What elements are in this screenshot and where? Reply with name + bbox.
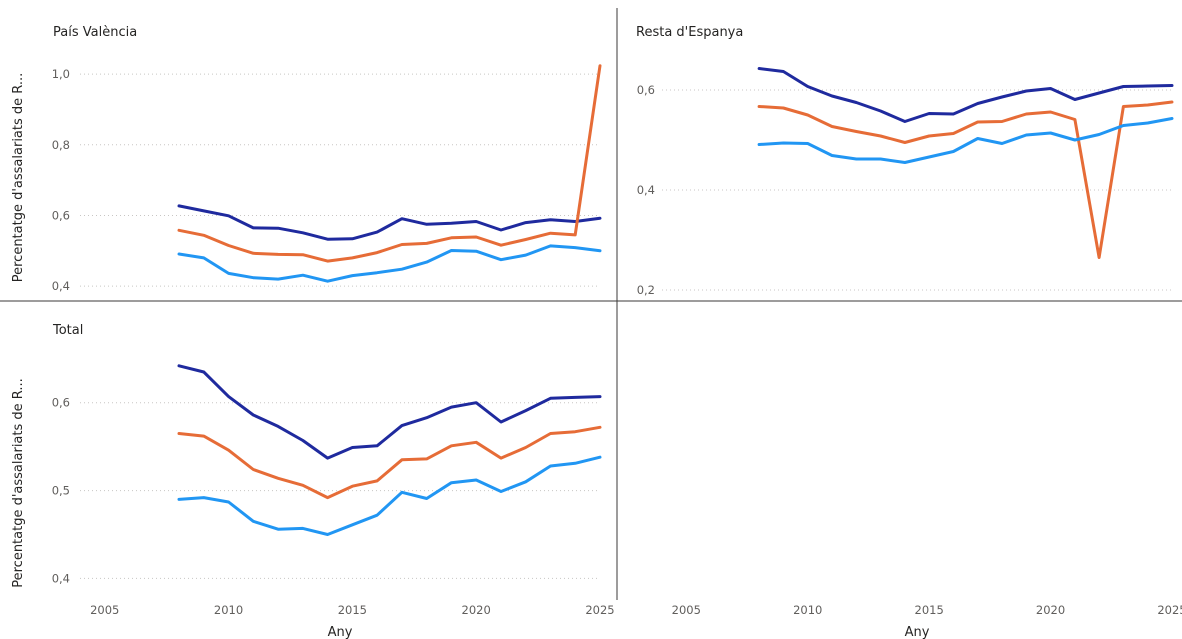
y-tick-label: 0,6 — [52, 208, 70, 222]
chart-panel-2: Resta d'Espanya 0,2 0,4 0,6 2005 2010 2015 2020… — [636, 25, 1182, 639]
x-tick-label: 2010 — [793, 603, 822, 617]
y-tick-label: 0,6 — [637, 83, 655, 97]
series-line-2[interactable] — [177, 64, 602, 263]
series-line-2[interactable] — [177, 425, 602, 500]
y-axis-title: Percentatge d'assalariats de R... — [11, 73, 26, 283]
y-tick-label: 0,4 — [637, 183, 655, 197]
x-tick-label: 2015 — [915, 603, 944, 617]
x-tick-label: 2005 — [672, 603, 701, 617]
x-tick-label: 2010 — [214, 603, 243, 617]
y-tick-label: 0,2 — [637, 283, 655, 297]
x-axis-title: Any — [905, 625, 930, 639]
series-line-3[interactable] — [757, 117, 1174, 164]
x-tick-label: 2025 — [1157, 603, 1182, 617]
chart-panel-3: Total 0,4 0,5 0,6 Percentatge d'assalariats … — [11, 323, 615, 639]
x-axis-title: Any — [328, 625, 353, 639]
series-line-3[interactable] — [177, 455, 602, 536]
y-tick-label: 0,4 — [52, 571, 70, 585]
series-line-1[interactable] — [177, 204, 602, 241]
panel-title: Total — [52, 323, 83, 338]
x-tick-label: 2020 — [1036, 603, 1065, 617]
y-tick-label: 1,0 — [52, 67, 70, 81]
series-line-1[interactable] — [177, 364, 602, 460]
x-tick-label: 2025 — [585, 603, 614, 617]
panel-title: Resta d'Espanya — [636, 25, 743, 40]
y-tick-label: 0,8 — [52, 138, 70, 152]
x-tick-label: 2020 — [462, 603, 491, 617]
panel-title: País València — [53, 25, 137, 40]
y-axis-title: Percentatge d'assalariats de R... — [11, 378, 26, 588]
y-tick-label: 0,6 — [52, 396, 70, 410]
x-tick-label: 2015 — [338, 603, 367, 617]
series-line-1[interactable] — [757, 67, 1174, 123]
y-tick-label: 0,4 — [52, 279, 70, 293]
chart-panel-1: País València 0,4 0,6 0,8 1,0 Percentatge d'a… — [11, 25, 602, 293]
series-line-3[interactable] — [177, 244, 602, 283]
x-tick-label: 2005 — [90, 603, 119, 617]
y-tick-label: 0,5 — [52, 484, 70, 498]
series-line-2[interactable] — [757, 100, 1174, 259]
